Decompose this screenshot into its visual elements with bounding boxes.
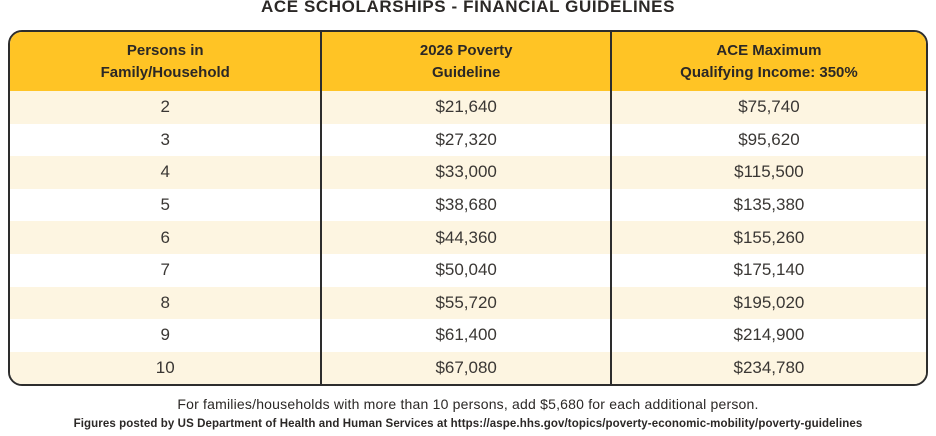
guideline-cell: $27,320 bbox=[320, 123, 612, 157]
table-row: 6 $44,360 $155,260 bbox=[10, 221, 926, 254]
table-row: 7 $50,040 $175,140 bbox=[10, 253, 926, 287]
table-header: Persons in Family/Household 2026 Poverty… bbox=[10, 32, 926, 91]
header-persons: Persons in Family/Household bbox=[10, 32, 322, 91]
max-income-cell: $195,020 bbox=[610, 286, 926, 320]
table-row: 3 $27,320 $95,620 bbox=[10, 123, 926, 157]
guidelines-table-container: Persons in Family/Household 2026 Poverty… bbox=[8, 30, 928, 387]
table-body: 2 $21,640 $75,740 3 $27,320 $95,620 4 $33,000 $1… bbox=[10, 91, 926, 385]
guideline-cell: $67,080 bbox=[320, 351, 612, 385]
footnote-additional-person: For families/households with more than 1… bbox=[177, 396, 759, 412]
persons-cell: 9 bbox=[10, 319, 322, 352]
max-income-cell: $155,260 bbox=[610, 221, 926, 254]
persons-cell: 5 bbox=[10, 188, 322, 222]
max-income-cell: $175,140 bbox=[610, 253, 926, 287]
table-row: 2 $21,640 $75,740 bbox=[10, 91, 926, 124]
guideline-cell: $61,400 bbox=[320, 319, 612, 352]
header-poverty-guideline: 2026 Poverty Guideline bbox=[320, 32, 612, 91]
table-row: 4 $33,000 $115,500 bbox=[10, 156, 926, 189]
max-income-cell: $75,740 bbox=[610, 91, 926, 124]
guideline-cell: $33,000 bbox=[320, 156, 612, 189]
persons-cell: 7 bbox=[10, 253, 322, 287]
persons-cell: 6 bbox=[10, 221, 322, 254]
table-row: 5 $38,680 $135,380 bbox=[10, 188, 926, 222]
guidelines-table: Persons in Family/Household 2026 Poverty… bbox=[10, 32, 926, 385]
persons-cell: 4 bbox=[10, 156, 322, 189]
table-row: 9 $61,400 $214,900 bbox=[10, 319, 926, 352]
max-income-cell: $135,380 bbox=[610, 188, 926, 222]
footnote-source: Figures posted by US Department of Healt… bbox=[73, 418, 863, 430]
guideline-cell: $21,640 bbox=[320, 91, 612, 124]
persons-cell: 2 bbox=[10, 91, 322, 124]
page-title: ACE SCHOLARSHIPS - FINANCIAL GUIDELINES bbox=[260, 0, 676, 16]
table-row: 8 $55,720 $195,020 bbox=[10, 286, 926, 320]
guideline-cell: $50,040 bbox=[320, 253, 612, 287]
header-row: Persons in Family/Household 2026 Poverty… bbox=[10, 32, 926, 91]
table-row: 10 $67,080 $234,780 bbox=[10, 351, 926, 385]
guideline-cell: $38,680 bbox=[320, 188, 612, 222]
persons-cell: 3 bbox=[10, 123, 322, 157]
persons-cell: 8 bbox=[10, 286, 322, 320]
guideline-cell: $44,360 bbox=[320, 221, 612, 254]
guideline-cell: $55,720 bbox=[320, 286, 612, 320]
header-max-qualifying-income: ACE Maximum Qualifying Income: 350% bbox=[610, 32, 926, 91]
max-income-cell: $214,900 bbox=[610, 319, 926, 352]
max-income-cell: $115,500 bbox=[610, 156, 926, 189]
max-income-cell: $95,620 bbox=[610, 123, 926, 157]
max-income-cell: $234,780 bbox=[610, 351, 926, 385]
persons-cell: 10 bbox=[10, 351, 322, 385]
